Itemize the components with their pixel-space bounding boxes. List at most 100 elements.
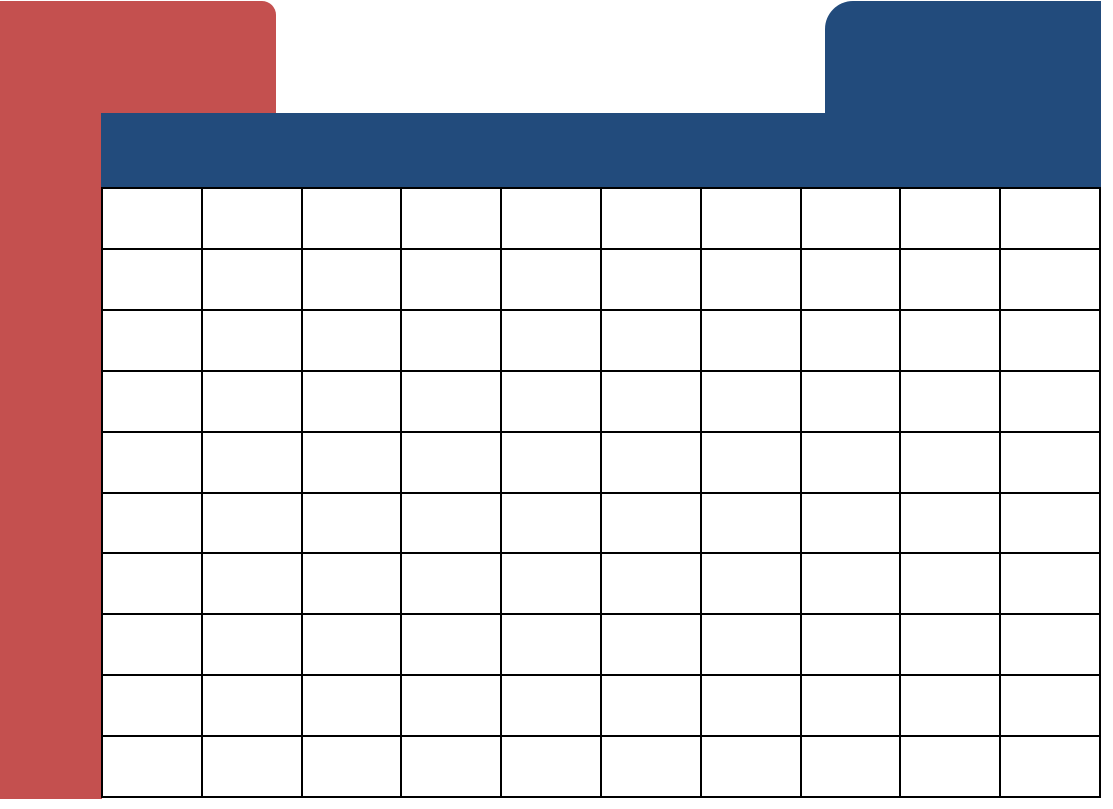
grid-cell <box>502 432 602 494</box>
grid-cell <box>502 554 602 616</box>
grid-cell <box>502 737 602 798</box>
grid-cell <box>103 371 203 433</box>
grid-cell <box>402 493 503 555</box>
grid-cell <box>302 676 403 738</box>
grid-cell <box>502 493 602 555</box>
grid-cell <box>103 432 203 494</box>
grid-cell <box>801 493 902 555</box>
grid-cell <box>103 249 203 311</box>
grid-cell <box>202 493 303 555</box>
grid-cell <box>202 371 303 433</box>
grid-cell <box>602 737 702 798</box>
grid-cell <box>103 189 203 250</box>
grid-cell <box>402 189 503 250</box>
grid-cell <box>801 737 902 798</box>
grid-cell <box>701 493 802 555</box>
grid-cell <box>1001 493 1101 555</box>
grid-cell <box>302 493 403 555</box>
grid-cell <box>202 432 303 494</box>
grid-cell <box>402 371 503 433</box>
grid-cell <box>103 554 203 616</box>
grid-cell <box>1001 676 1101 738</box>
grid-cell <box>202 189 303 250</box>
grid-cell <box>402 737 503 798</box>
grid-cell <box>801 676 902 738</box>
red-side-bar <box>0 100 102 799</box>
grid-cell <box>402 554 503 616</box>
grid-cell <box>103 737 203 798</box>
grid-cell <box>901 432 1002 494</box>
grid-cell <box>801 249 902 311</box>
grid-cell <box>602 310 702 372</box>
grid-cell <box>302 189 403 250</box>
grid-cell <box>602 676 702 738</box>
grid-cell <box>1001 310 1101 372</box>
grid-cell <box>701 554 802 616</box>
grid-cell <box>901 615 1002 677</box>
blank-grid <box>101 187 1101 798</box>
grid-cell <box>1001 432 1101 494</box>
grid-cell <box>602 371 702 433</box>
grid-cell <box>701 371 802 433</box>
grid-cell <box>302 615 403 677</box>
grid-cell <box>1001 554 1101 616</box>
grid-cell <box>602 493 702 555</box>
grid-cell <box>901 189 1002 250</box>
grid-cell <box>1001 615 1101 677</box>
grid-cell <box>103 493 203 555</box>
grid-cell <box>701 676 802 738</box>
grid-cell <box>202 310 303 372</box>
grid-cell <box>701 189 802 250</box>
grid-cell <box>302 310 403 372</box>
grid-cell <box>402 615 503 677</box>
grid-cell <box>801 615 902 677</box>
grid-cell <box>1001 737 1101 798</box>
grid-cell <box>602 432 702 494</box>
grid-cell <box>502 249 602 311</box>
grid-cell <box>801 189 902 250</box>
grid-cell <box>202 615 303 677</box>
grid-cell <box>502 371 602 433</box>
grid-cell <box>103 615 203 677</box>
grid-cell <box>502 615 602 677</box>
grid-cell <box>302 554 403 616</box>
grid-cell <box>302 432 403 494</box>
grid-cell <box>202 249 303 311</box>
grid-cell <box>801 310 902 372</box>
grid-cell <box>1001 189 1101 250</box>
grid-cell <box>402 432 503 494</box>
grid-cell <box>402 249 503 311</box>
grid-cell <box>402 310 503 372</box>
grid-cell <box>1001 249 1101 311</box>
grid-cell <box>602 189 702 250</box>
grid-cell <box>402 676 503 738</box>
grid-cell <box>103 676 203 738</box>
grid-cell <box>801 554 902 616</box>
grid-cell <box>202 554 303 616</box>
grid-cell <box>502 189 602 250</box>
grid-cell <box>901 676 1002 738</box>
blue-header-bar <box>101 113 1101 189</box>
grid-cell <box>701 615 802 677</box>
red-tab <box>0 1 276 115</box>
grid-cell <box>202 676 303 738</box>
grid-cell <box>202 737 303 798</box>
grid-cell <box>1001 371 1101 433</box>
blue-tab <box>825 1 1101 121</box>
grid-cell <box>901 554 1002 616</box>
grid-cell <box>701 737 802 798</box>
grid-cell <box>901 249 1002 311</box>
grid-cell <box>302 249 403 311</box>
grid-cell <box>302 371 403 433</box>
grid-cell <box>502 310 602 372</box>
grid-cell <box>901 493 1002 555</box>
grid-cell <box>103 310 203 372</box>
grid-cell <box>801 371 902 433</box>
grid-cell <box>701 432 802 494</box>
grid-cell <box>901 371 1002 433</box>
grid-cell <box>602 615 702 677</box>
grid-cell <box>901 737 1002 798</box>
grid-cell <box>901 310 1002 372</box>
grid-cell <box>701 310 802 372</box>
